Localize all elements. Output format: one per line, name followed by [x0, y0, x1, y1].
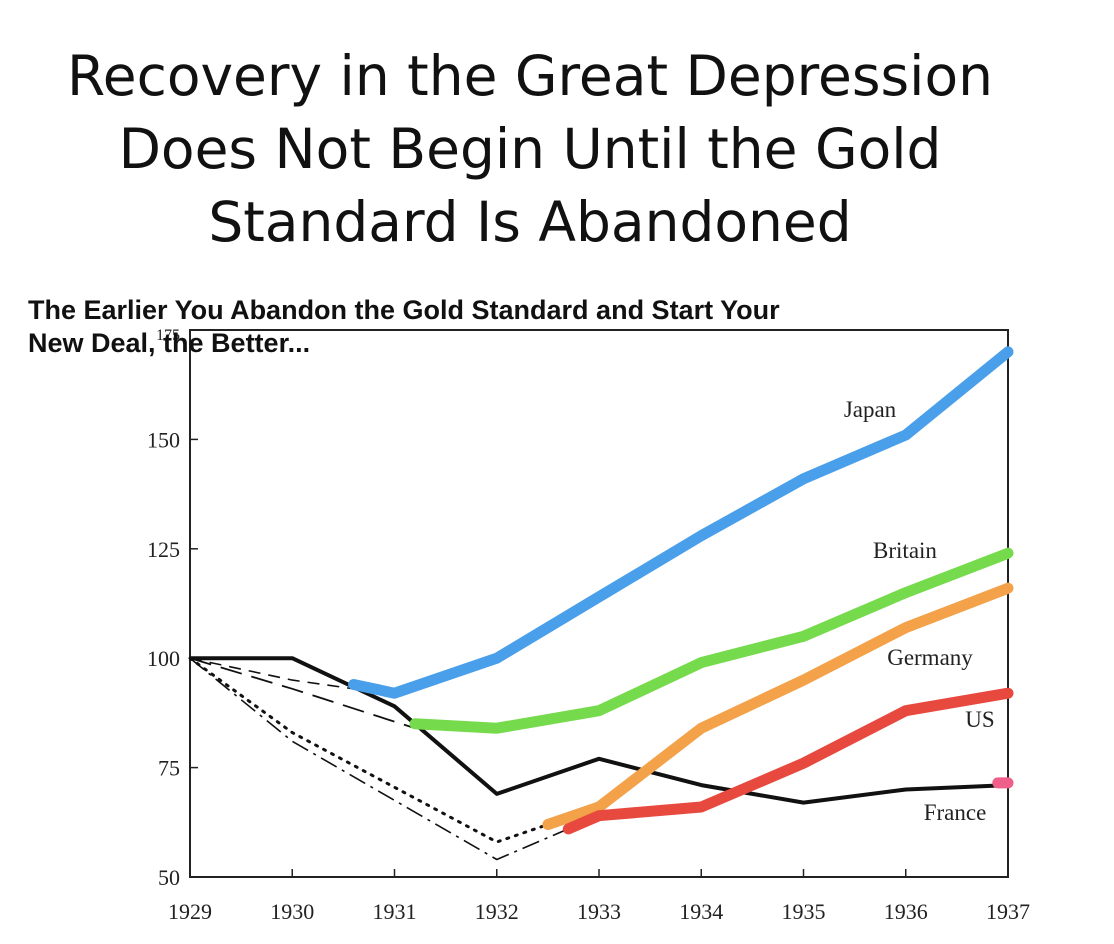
x-tick-label-1933: 1933	[577, 899, 621, 924]
x-axis: 1929 1930 1931 1932 1933 1934 1935 1936 1937	[168, 869, 1030, 924]
x-tick-label-1934: 1934	[679, 899, 723, 924]
background-line-dashed	[189, 657, 354, 690]
background-series	[188, 656, 1009, 861]
series-label-france: France	[924, 800, 987, 825]
slide-title: Recovery in the Great Depression Does No…	[0, 40, 1060, 259]
series-label-germany: Germany	[887, 645, 973, 670]
series-line-germany	[542, 582, 1014, 830]
background-line-dashdot	[189, 657, 569, 861]
x-tick-label-1937: 1937	[986, 899, 1030, 924]
colored-series	[348, 346, 1014, 835]
y-tick-label-75: 75	[158, 756, 180, 781]
slide-title-line-2: Does Not Begin Until the Gold	[118, 117, 942, 181]
series-line-us	[562, 687, 1014, 835]
x-tick-label-1935: 1935	[782, 899, 826, 924]
series-line-japan	[348, 346, 1014, 699]
series-line-britain	[409, 547, 1014, 734]
series-label-us: US	[965, 707, 994, 732]
x-tick-label-1932: 1932	[475, 899, 519, 924]
y-tick-label-150: 150	[147, 427, 180, 452]
chart-subtitle-line-2: New Deal, the Better...	[28, 328, 311, 358]
y-tick-label-175: 175	[156, 327, 180, 344]
x-tick-label-1931: 1931	[373, 899, 417, 924]
series-labels: Japan Britain Germany US France	[844, 397, 995, 825]
slide-title-line-1: Recovery in the Great Depression	[67, 44, 993, 108]
chart-subtitle-line-1: The Earlier You Abandon the Gold Standar…	[28, 295, 780, 325]
x-tick-label-1936: 1936	[884, 899, 928, 924]
x-tick-label-1929: 1929	[168, 899, 212, 924]
background-line-longdash	[189, 657, 416, 730]
y-tick-label-100: 100	[147, 646, 180, 671]
background-line-france	[190, 656, 1009, 805]
y-tick-label-50: 50	[158, 865, 180, 890]
x-tick-label-1930: 1930	[270, 899, 314, 924]
y-tick-label-125: 125	[147, 537, 180, 562]
y-axis: 50 75 100 125 150 175	[147, 327, 198, 890]
chart-subtitle: The Earlier You Abandon the Gold Standar…	[28, 294, 1048, 360]
series-label-japan: Japan	[844, 397, 897, 422]
background-line-dotted	[188, 656, 550, 844]
series-label-britain: Britain	[873, 538, 937, 563]
slide-title-line-3: Standard Is Abandoned	[208, 190, 852, 254]
